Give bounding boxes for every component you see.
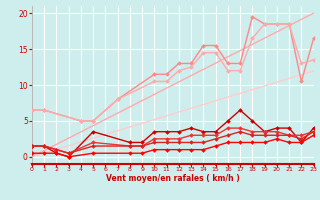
X-axis label: Vent moyen/en rafales ( km/h ): Vent moyen/en rafales ( km/h ) (106, 174, 240, 183)
